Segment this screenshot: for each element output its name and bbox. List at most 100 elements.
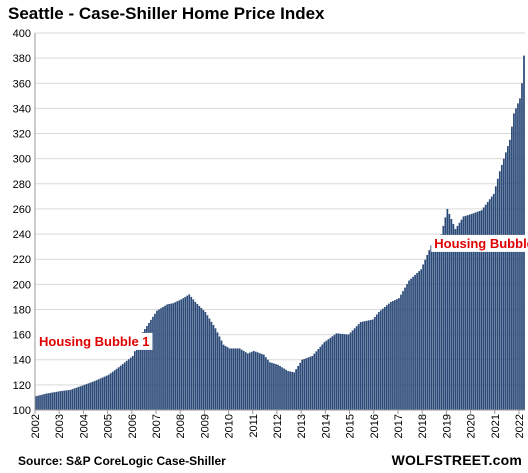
x-tick-label: 2011 [248,414,260,438]
y-tick-label: 260 [13,204,31,216]
bar [509,139,511,411]
bar [359,322,362,410]
bar [289,371,291,410]
bar [426,254,429,410]
bar [515,108,517,411]
bar [162,306,164,410]
y-axis-ticks: 100 120 140 160 180 200 220 240 260 280 300 320 340 3… [13,28,31,417]
bar-series [35,55,525,411]
bar [309,356,312,410]
bar [379,310,382,410]
bar [484,204,487,410]
bar [142,332,144,410]
y-tick-label: 100 [13,405,31,417]
bar [390,301,392,410]
bar [319,346,322,410]
bar [301,359,304,410]
bar [148,322,150,410]
bar [480,210,483,410]
bar [73,388,76,410]
bar [416,273,418,410]
chart-title: Seattle - Case-Shiller Home Price Index [8,4,325,23]
x-tick-label: 2007 [151,414,163,438]
bar [341,333,344,410]
bar [442,225,445,410]
bar [109,373,112,410]
bar [494,186,497,410]
bar [279,366,281,410]
bar [220,340,223,410]
bar [196,303,199,410]
y-tick-label: 220 [13,254,31,266]
y-tick-label: 400 [13,28,31,40]
x-tick-label: 2020 [466,414,478,438]
bar [113,370,116,410]
bar [75,387,78,410]
x-tick-label: 2014 [320,414,332,438]
bar [83,384,86,410]
bar [154,313,156,410]
bar [498,171,501,410]
bar [176,301,179,410]
bar [408,280,410,410]
bar [125,360,128,410]
bar [144,329,146,410]
bar [226,347,229,410]
bar [69,389,72,410]
x-tick-label: 2005 [103,414,115,438]
bar [323,342,326,410]
x-tick-label: 2012 [272,414,284,438]
bar [305,358,308,410]
bar [283,368,285,410]
bar [470,213,473,410]
bar [369,319,372,410]
bar [246,353,249,410]
bar [258,353,261,410]
bar [327,339,330,410]
bar [156,310,158,410]
y-tick-label: 180 [13,304,31,316]
bar [269,362,271,410]
bar [119,365,122,410]
bar [95,380,98,410]
bar [410,278,412,410]
grid-lines [35,32,525,411]
bar [263,354,265,410]
bar [414,274,416,410]
y-tick-label: 320 [13,129,31,141]
bar [490,196,493,410]
bar [174,302,177,410]
bar [333,334,336,410]
bar [238,348,241,410]
x-tick-label: 2015 [345,414,357,438]
bar [396,299,398,410]
bar [492,193,495,410]
bar [496,178,499,410]
bar [436,243,439,410]
bar [198,305,201,410]
bar [93,381,96,410]
bar [242,350,245,410]
bar [285,369,287,410]
bar [158,309,160,410]
bar [337,333,340,410]
bar [250,351,253,410]
bar [35,396,37,410]
bar [519,98,521,410]
bar [222,344,225,410]
bar [65,390,68,410]
bar [61,390,64,410]
bar [317,349,320,410]
bar [434,244,437,410]
bar [404,287,406,410]
bar [329,337,332,410]
annotation-label: Housing Bubble 1 [39,334,150,349]
x-tick-label: 2009 [199,414,211,438]
bar [444,217,447,410]
x-tick-label: 2016 [369,414,381,438]
bar [57,391,60,410]
bar [422,264,425,410]
bar [59,391,62,410]
bar [230,348,233,410]
